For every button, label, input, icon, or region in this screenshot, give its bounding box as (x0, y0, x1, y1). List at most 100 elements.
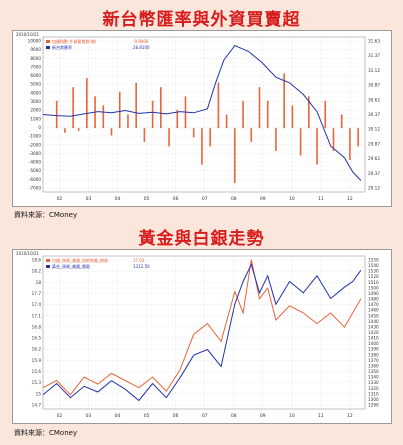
x-tick-label: 09 (260, 196, 266, 202)
x-tick-label: 09 (260, 413, 266, 419)
x-tick-label: 03 (86, 196, 92, 202)
y-right-tick-label: 1380 (368, 352, 379, 357)
bar-mark (55, 100, 58, 129)
bar-mark (160, 87, 162, 129)
y-left-tick-label: -7000 (29, 186, 42, 191)
bar-mark (77, 128, 80, 131)
y-left-tick-label: 8000 (30, 56, 41, 61)
y-left-tick-label: 10000 (28, 39, 42, 44)
y-left-tick-label: 3000 (30, 99, 41, 104)
bar-mark (201, 128, 203, 165)
y-right-tick-label: 31.63 (368, 39, 380, 44)
y-left-tick-label: 16.8 (32, 324, 42, 329)
y-left-tick-label: 15.3 (32, 380, 42, 385)
y-right-tick-label: 1490 (368, 291, 379, 296)
y-left-tick-label: 17.1 (32, 313, 42, 318)
bar-mark (258, 87, 261, 129)
bar-mark (64, 128, 66, 133)
bar-mark (209, 128, 211, 147)
fx-foreign-flow-panel: 2010/10/21 10000 9000 8000 7000 6000 5000 4000 3… (12, 30, 392, 207)
x-tick-label: 08 (231, 413, 237, 419)
x-tick-label: 12 (347, 413, 353, 419)
gold-silver-chart: 2010/10/21 18.6 18.2 18 17.7 17.4 17.1 16.8 16.5… (16, 251, 379, 419)
x-tick-label: 10 (289, 413, 295, 419)
y-right-tick-label: 1420 (368, 330, 379, 335)
legend-label: 黃金_現貨_美國_倫敦 (52, 263, 90, 269)
x-tick-label: 04 (115, 413, 121, 419)
x-tick-label: 10 (289, 196, 295, 202)
y-right-tick-label: 1330 (368, 380, 379, 385)
legend-label: 加權指數 外資買賣超(億) (52, 38, 97, 44)
bar-mark (110, 128, 113, 136)
series-line (42, 44, 362, 181)
gold-silver-panel: 2010/10/21 18.6 18.2 18 17.7 17.4 17.1 16.8 16.5… (12, 249, 392, 424)
date-label: 2010/10/21 (16, 251, 40, 256)
y-left-tick-label: -5000 (29, 168, 42, 173)
legend-label: 白銀_現貨_美國_紐約商業_期貨 (52, 257, 108, 263)
y-left-tick-label: 6000 (30, 73, 41, 78)
bar-mark (176, 109, 179, 129)
series-line (42, 263, 362, 402)
y-left-tick-label: 18.2 (32, 269, 42, 274)
y-right-tick-label: 1350 (368, 369, 379, 374)
x-tick-label: 11 (318, 196, 324, 202)
x-tick-label: 02 (57, 196, 63, 202)
bar-mark (332, 128, 335, 151)
bar-mark (102, 105, 105, 129)
y-left-tick-label: 2000 (30, 108, 41, 113)
bar-mark (217, 82, 220, 129)
legend-value: 17.03 (133, 258, 145, 263)
legend-swatch (46, 40, 50, 43)
bar-mark (86, 78, 88, 129)
y-right-tick-label: 1410 (368, 336, 379, 341)
chart1-source: 資料來源：CMoney (14, 211, 78, 219)
y-left-tick-label: 7000 (30, 64, 41, 69)
x-tick-label: 08 (231, 196, 237, 202)
chart2-title: 黃金與白銀走勢 (138, 229, 265, 249)
y-right-tick-label: 1510 (368, 280, 379, 285)
y-right-tick-label: 31.12 (368, 68, 380, 73)
x-tick-label: 06 (173, 196, 179, 202)
legend-swatch (46, 259, 50, 262)
y-right-tick-label: 1480 (368, 297, 379, 302)
bar-mark (143, 128, 146, 142)
y-left-tick-label: 18.6 (32, 258, 42, 263)
y-right-tick-label: 30.37 (368, 112, 380, 117)
x-tick-label: 05 (144, 413, 150, 419)
x-tick-label: 05 (144, 196, 150, 202)
y-left-tick-label: -4000 (29, 160, 42, 165)
y-left-tick-label: -6000 (29, 177, 42, 182)
chart1-title: 新台幣匯率與外資買賣超 (102, 10, 301, 30)
bar-mark (266, 100, 269, 129)
y-right-tick-label: 29.12 (368, 186, 380, 191)
bar-mark (357, 128, 359, 147)
y-right-tick-label: 1310 (368, 391, 379, 396)
y-right-tick-label: 30.87 (368, 83, 380, 88)
chart2-source: 資料來源：CMoney (14, 429, 78, 437)
y-right-tick-label: 29.87 (368, 141, 380, 146)
bar-mark (316, 128, 318, 165)
x-tick-label: 07 (202, 196, 208, 202)
y-left-tick-label: 16.5 (32, 336, 42, 341)
legend-value: 1312.50 (133, 264, 150, 269)
y-right-tick-label: 31.37 (368, 53, 380, 58)
y-left-tick-label: -2000 (29, 142, 42, 147)
x-tick-label: 12 (347, 196, 353, 202)
x-tick-label: 07 (202, 413, 208, 419)
bar-mark (168, 128, 170, 147)
y-left-tick-label: 17.4 (32, 302, 42, 307)
y-right-tick-label: 30.12 (368, 127, 380, 132)
y-left-tick-label: -1000 (29, 134, 42, 139)
bar-mark (192, 128, 195, 138)
y-left-tick-label: 18 (36, 280, 42, 285)
fx-foreign-flow-chart: 2010/10/21100009000800070006000500040003… (16, 32, 380, 202)
bar-mark (308, 96, 310, 129)
bar-mark (127, 114, 129, 129)
y-right-tick-label: 1530 (368, 269, 379, 274)
legend-value: 28.8100 (133, 45, 150, 50)
plot-area (42, 36, 366, 193)
bar-mark (234, 128, 236, 183)
plot-area (42, 255, 366, 410)
bar-mark (283, 73, 285, 129)
y-left-tick-label: 14.7 (32, 403, 42, 408)
